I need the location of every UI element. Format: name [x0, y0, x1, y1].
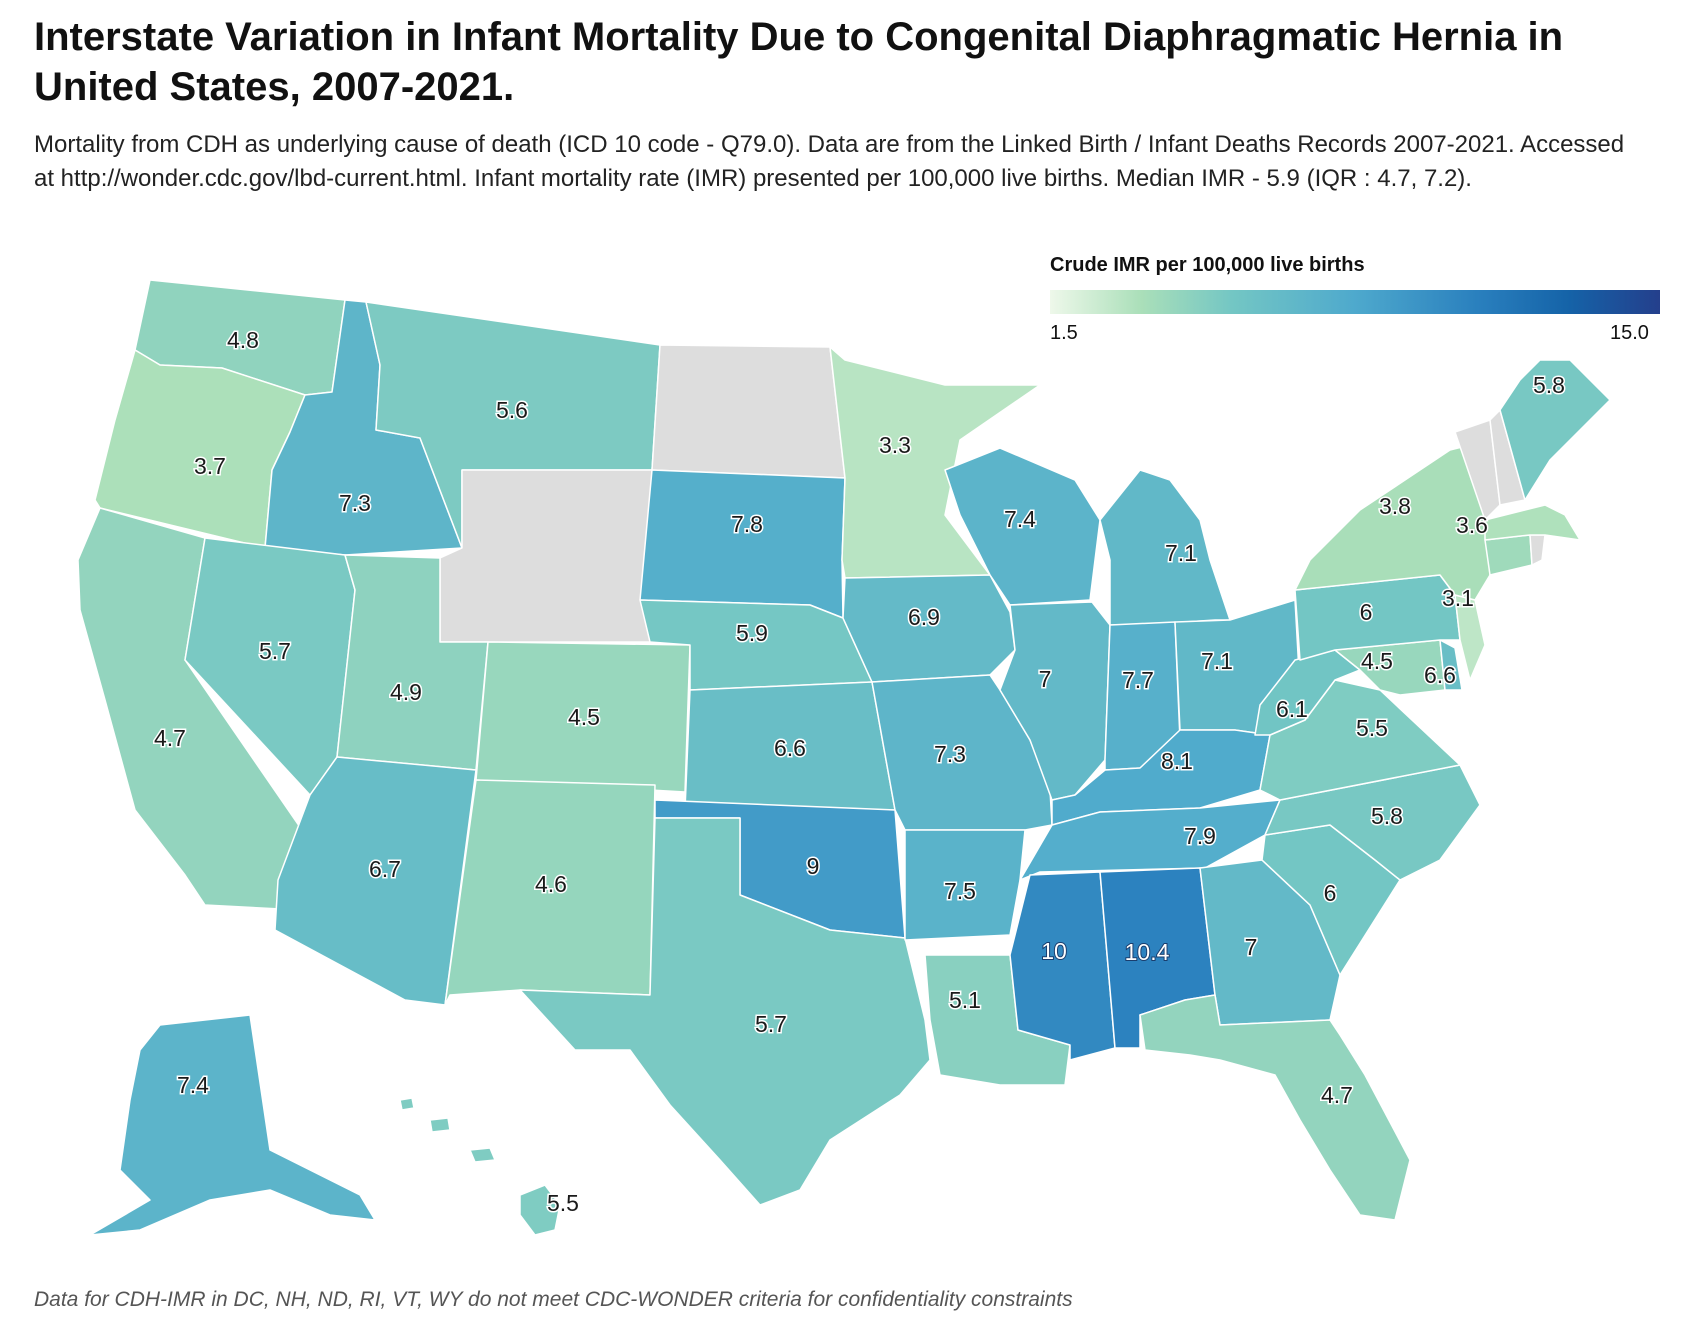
state-label-mi: 7.1: [1165, 540, 1197, 566]
state-ri: [1529, 534, 1546, 566]
state-label-nm: 4.6: [535, 871, 567, 897]
state-label-fl: 4.7: [1321, 1082, 1353, 1108]
state-tx: [519, 817, 931, 1206]
legend-title: Crude IMR per 100,000 live births: [1050, 254, 1365, 276]
state-nc: [1264, 764, 1481, 881]
state-label-la: 5.1: [949, 987, 981, 1013]
state-ma: [1484, 504, 1581, 541]
state-label-mn: 3.3: [879, 432, 911, 458]
state-label-hi: 5.5: [547, 1190, 579, 1216]
state-label-ok: 9: [807, 853, 820, 879]
state-label-wi: 7.4: [1004, 506, 1036, 532]
state-me: [1499, 359, 1611, 501]
state-mn: [829, 346, 1041, 579]
state-label-wa: 4.8: [227, 327, 259, 353]
state-label-va: 5.5: [1356, 715, 1388, 741]
state-hi: [399, 1097, 561, 1236]
state-label-il: 7: [1039, 666, 1052, 692]
state-label-ar: 7.5: [944, 878, 976, 904]
state-label-tx: 5.7: [755, 1011, 787, 1037]
state-label-de: 6.6: [1424, 662, 1456, 688]
state-wi: [944, 447, 1101, 606]
state-ct: [1484, 534, 1533, 576]
state-label-or: 3.7: [194, 453, 226, 479]
state-shapes: [77, 279, 1611, 1236]
state-label-mo: 7.3: [934, 741, 966, 767]
state-label-ky: 8.1: [1161, 748, 1193, 774]
state-label-nj: 3.1: [1442, 585, 1474, 611]
state-label-ks: 6.6: [774, 735, 806, 761]
state-label-pa: 6: [1360, 599, 1373, 625]
legend-max-label: 15.0: [1610, 322, 1649, 344]
legend-min-label: 1.5: [1050, 322, 1078, 344]
state-label-mt: 5.6: [496, 397, 528, 423]
state-label-wv: 6.1: [1276, 696, 1308, 722]
state-label-ms: 10: [1041, 938, 1067, 964]
state-az: [274, 756, 477, 1006]
state-label-id: 7.3: [339, 490, 371, 516]
state-label-ne: 5.9: [736, 620, 768, 646]
state-label-az: 6.7: [369, 856, 401, 882]
state-label-ak: 7.4: [177, 1072, 209, 1098]
state-label-nv: 5.7: [259, 638, 291, 664]
state-sd: [639, 469, 846, 619]
state-label-al: 10.4: [1125, 939, 1170, 965]
state-label-ia: 6.9: [908, 604, 940, 630]
chart-subtitle: Mortality from CDH as underlying cause o…: [34, 131, 1625, 192]
state-nd: [651, 344, 846, 479]
state-label-tn: 7.9: [1184, 823, 1216, 849]
state-label-oh: 7.1: [1201, 648, 1233, 674]
state-ar: [904, 829, 1026, 941]
state-label-ny: 3.8: [1379, 493, 1411, 519]
state-label-md: 4.5: [1361, 648, 1393, 674]
state-label-sd: 7.8: [731, 511, 763, 537]
state-label-sc: 6: [1324, 880, 1337, 906]
state-fl: [1139, 994, 1411, 1221]
state-label-ca: 4.7: [154, 725, 186, 751]
state-ms: [1009, 871, 1116, 1061]
state-mo: [871, 674, 1053, 831]
state-label-in: 7.7: [1122, 667, 1154, 693]
state-label-co: 4.5: [568, 704, 600, 730]
state-de: [1439, 639, 1463, 691]
state-ak: [89, 1014, 376, 1236]
legend-color-scale: [1050, 290, 1660, 314]
state-label-ma: 3.6: [1456, 512, 1488, 538]
state-label-ga: 7: [1245, 934, 1258, 960]
state-label-me: 5.8: [1533, 372, 1565, 398]
footnote: Data for CDH-IMR in DC, NH, ND, RI, VT, …: [34, 1288, 1073, 1311]
state-label-ut: 4.9: [390, 679, 422, 705]
state-value-labels: 4.8 3.7 4.7 7.3 5.7 5.6 4.9 6.7 4.5 4.6 7.8 5.9 6.6 9…: [153, 326, 1567, 1218]
chart-title: Interstate Variation in Infant Mortality…: [34, 15, 1564, 109]
state-label-nc: 5.8: [1371, 803, 1403, 829]
state-wy: [439, 469, 653, 643]
